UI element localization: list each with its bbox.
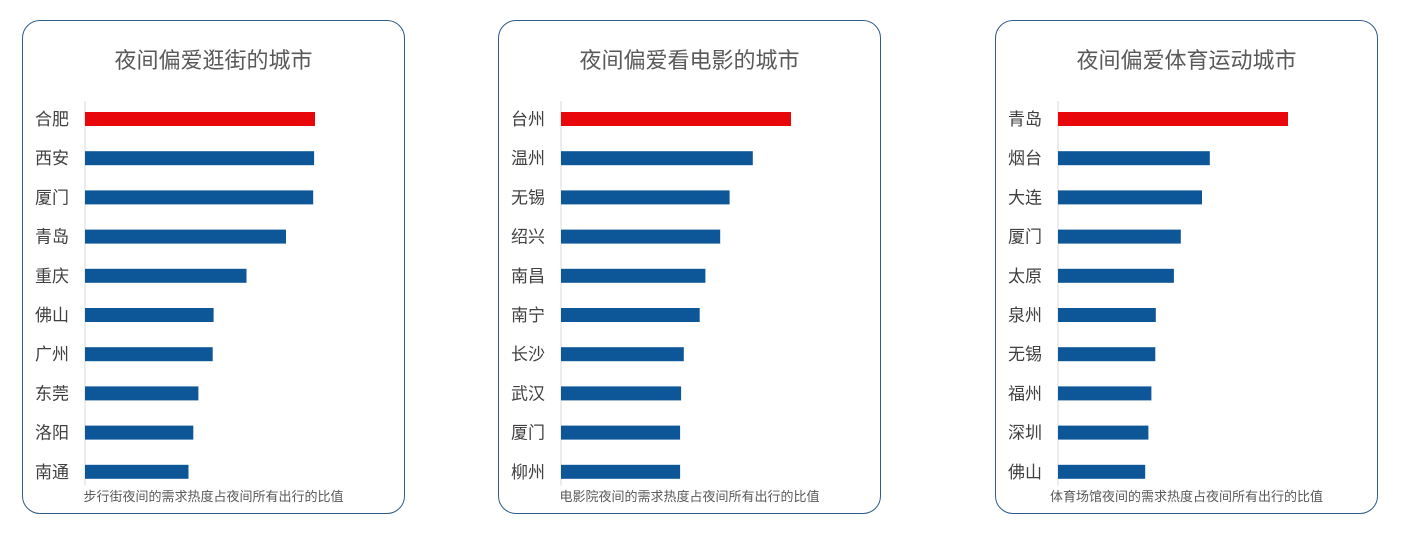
chart-caption: 电影院夜间的需求热度占夜间所有出行的比值 <box>559 490 820 505</box>
bar <box>561 308 700 322</box>
category-label: 厦门 <box>35 188 69 208</box>
bar <box>561 386 682 401</box>
category-label: 青岛 <box>1008 110 1042 130</box>
bar <box>85 347 213 362</box>
chart-caption: 体育场馆夜间的需求热度占夜间所有出行的比值 <box>1049 490 1323 505</box>
category-label: 合肥 <box>35 110 69 130</box>
bar <box>1058 386 1152 401</box>
category-label: 武汉 <box>511 384 545 404</box>
bar <box>561 229 721 244</box>
bar <box>85 268 247 283</box>
bar <box>1058 425 1149 440</box>
category-label: 厦门 <box>1008 228 1042 248</box>
category-label: 台州 <box>511 110 545 130</box>
category-label: 深圳 <box>1008 424 1042 444</box>
category-label: 广州 <box>35 345 69 365</box>
bar <box>561 190 730 205</box>
category-label: 西安 <box>35 149 69 169</box>
chart-panel-shopping: 夜间偏爱逛街的城市 合肥西安厦门青岛重庆佛山广州东莞洛阳南通 步行街夜间的需求热… <box>22 20 405 514</box>
bar <box>1058 112 1288 126</box>
category-label: 厦门 <box>511 424 545 444</box>
bar <box>1058 229 1181 244</box>
chart-title: 夜间偏爱体育运动城市 <box>1076 49 1297 74</box>
bar <box>1058 151 1210 166</box>
category-label: 南通 <box>35 463 69 483</box>
bar <box>561 268 706 283</box>
category-label: 温州 <box>511 149 545 169</box>
category-label: 洛阳 <box>35 424 69 444</box>
bar <box>1058 190 1202 205</box>
bar <box>561 347 684 362</box>
bar <box>1058 347 1156 362</box>
category-label: 佛山 <box>35 306 69 326</box>
category-label: 东莞 <box>35 384 69 404</box>
bar <box>1058 308 1156 322</box>
bar <box>85 112 315 126</box>
category-label: 青岛 <box>35 228 69 248</box>
category-label: 重庆 <box>35 267 69 287</box>
chart-panel-movies: 夜间偏爱看电影的城市 台州温州无锡绍兴南昌南宁长沙武汉厦门柳州 电影院夜间的需求… <box>498 20 881 514</box>
bar <box>85 190 314 205</box>
category-label: 长沙 <box>511 345 545 365</box>
bar <box>85 464 189 479</box>
bar <box>561 464 681 479</box>
category-label: 佛山 <box>1008 463 1042 483</box>
chart-title: 夜间偏爱逛街的城市 <box>114 49 313 74</box>
category-label: 大连 <box>1008 188 1042 208</box>
category-label: 无锡 <box>1008 345 1042 365</box>
bar <box>1058 464 1146 479</box>
bar <box>85 151 315 166</box>
category-label: 柳州 <box>511 463 545 483</box>
category-label: 绍兴 <box>511 228 545 248</box>
chart-title: 夜间偏爱看电影的城市 <box>579 49 800 74</box>
bar <box>561 112 791 126</box>
bar <box>85 308 214 322</box>
bar <box>1058 268 1174 283</box>
bar <box>561 151 753 166</box>
category-label: 无锡 <box>511 188 545 208</box>
category-label: 烟台 <box>1008 149 1042 169</box>
bar <box>85 386 199 401</box>
chart-panel-sports: 夜间偏爱体育运动城市 青岛烟台大连厦门太原泉州无锡福州深圳佛山 体育场馆夜间的需… <box>995 20 1378 514</box>
bar <box>561 425 681 440</box>
category-label: 南昌 <box>511 267 545 287</box>
category-label: 泉州 <box>1008 306 1042 326</box>
bar <box>85 229 286 244</box>
category-label: 太原 <box>1008 267 1042 287</box>
chart-caption: 步行街夜间的需求热度占夜间所有出行的比值 <box>83 490 344 505</box>
category-label: 福州 <box>1008 384 1042 404</box>
bar <box>85 425 194 440</box>
category-label: 南宁 <box>511 306 545 326</box>
